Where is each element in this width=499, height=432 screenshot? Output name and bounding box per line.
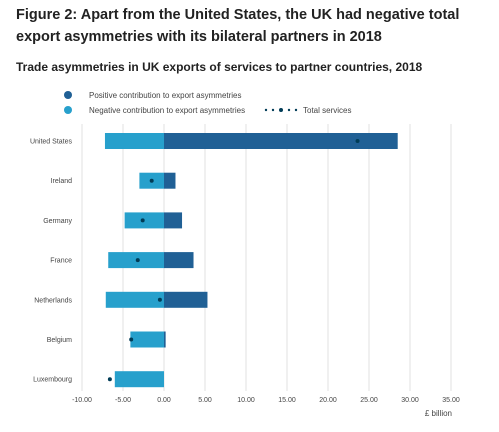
bar-positive-3 (164, 252, 194, 269)
chart-subtitle: Trade asymmetries in UK exports of servi… (16, 60, 423, 74)
category-label: Luxembourg (33, 377, 72, 384)
legend-positive-swatch (64, 91, 72, 99)
total-marker-1 (149, 178, 154, 183)
bar-positive-1 (164, 172, 176, 189)
total-marker-2 (140, 218, 145, 223)
total-marker-6 (107, 377, 112, 382)
bar-positive-4 (164, 291, 208, 308)
legend: Positive contribution to export asymmetr… (64, 91, 351, 115)
bar-positive-5 (164, 331, 166, 348)
x-tick-label: 0.00 (157, 397, 171, 404)
category-label: France (50, 258, 72, 265)
bar-negative-4 (105, 291, 164, 308)
category-labels: United States Ireland Germany France Netherl… (30, 139, 73, 384)
legend-positive-label: Positive contribution to export asymmetr… (89, 91, 242, 100)
total-marker-4 (157, 297, 162, 302)
bar-negative-5 (130, 331, 164, 348)
x-tick-label: 20.00 (319, 397, 337, 404)
x-axis-tick-labels: -10.00 -5.00 0.00 5.00 10.00 15.00 20.00 25.00 3… (72, 397, 460, 404)
category-label: Ireland (51, 178, 73, 185)
category-label: Netherlands (34, 297, 72, 304)
legend-negative-label: Negative contribution to export asymmetr… (89, 106, 245, 115)
legend-total-label: Total services (303, 106, 351, 115)
bar-negative-6 (114, 371, 164, 388)
x-tick-label: 35.00 (442, 397, 460, 404)
x-tick-label: 30.00 (401, 397, 419, 404)
total-marker-5 (129, 337, 134, 342)
bars (104, 133, 398, 388)
chart-title: Figure 2: Apart from the United States, … (16, 7, 460, 45)
total-marker-0 (355, 139, 360, 143)
x-tick-label: -10.00 (72, 397, 92, 404)
category-label: United States (30, 139, 73, 146)
x-axis-unit-label: £ billion (425, 409, 452, 418)
total-markers (107, 139, 360, 382)
x-tick-label: 10.00 (237, 397, 255, 404)
legend-total-swatch (264, 108, 298, 112)
x-tick-label: 5.00 (198, 397, 212, 404)
bar-positive-2 (164, 212, 183, 229)
legend-negative-swatch (64, 106, 72, 114)
category-label: Germany (43, 218, 72, 225)
gridlines (81, 124, 452, 391)
category-label: Belgium (47, 337, 72, 344)
x-tick-label: -5.00 (115, 397, 131, 404)
bar-positive-0 (164, 133, 398, 149)
total-marker-3 (135, 258, 140, 263)
x-tick-label: 25.00 (360, 397, 378, 404)
bar-negative-0 (104, 133, 164, 149)
x-tick-label: 15.00 (278, 397, 296, 404)
